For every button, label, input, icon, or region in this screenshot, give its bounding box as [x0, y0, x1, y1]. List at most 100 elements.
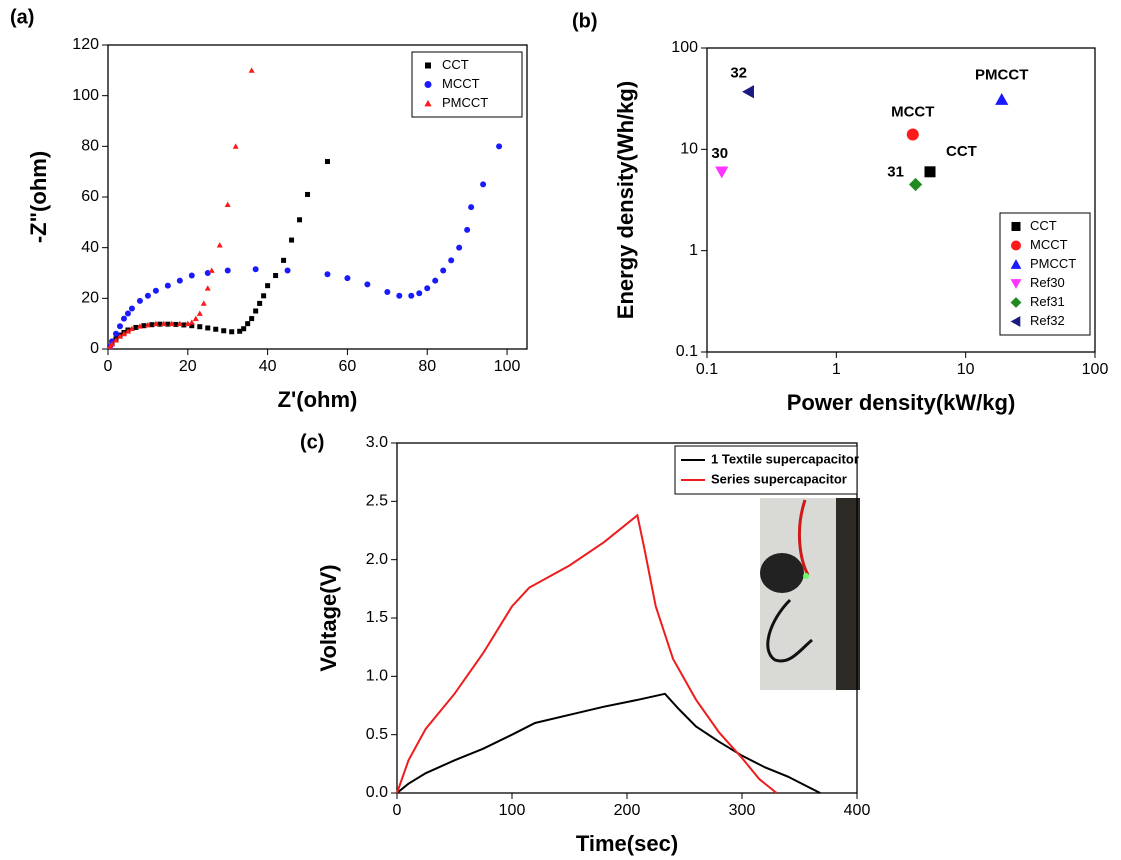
- marker: [168, 320, 175, 327]
- x-tick-label: 0: [104, 358, 113, 375]
- legend-swatch: [424, 99, 432, 107]
- photo-wire-red: [798, 499, 810, 576]
- point-annotation: CCT: [946, 143, 977, 160]
- marker: [213, 326, 219, 332]
- marker: [208, 267, 215, 273]
- legend-box: [999, 212, 1091, 336]
- legend-label: Ref30: [1030, 275, 1065, 290]
- marker: [176, 320, 183, 327]
- marker: [257, 300, 263, 306]
- legend-label: CCT: [442, 57, 469, 72]
- marker: [196, 310, 203, 316]
- marker: [229, 329, 235, 335]
- y-axis-title: -Z"(ohm): [26, 151, 51, 243]
- x-tick-label: 0: [393, 802, 402, 819]
- marker: [241, 326, 247, 332]
- marker: [416, 290, 423, 297]
- legend-swatch: [1010, 316, 1021, 327]
- legend-label: CCT: [1030, 218, 1057, 233]
- y-tick-label: 0.0: [366, 784, 388, 801]
- x-tick-label: 100: [1082, 361, 1109, 378]
- x-tick-label: 40: [259, 358, 277, 375]
- marker: [124, 328, 131, 334]
- y-tick-label: 2.5: [366, 493, 388, 510]
- line: [396, 513, 778, 794]
- plot-frame: [706, 47, 1096, 353]
- x-tick-label: 10: [957, 361, 975, 378]
- marker: [424, 285, 431, 292]
- marker: [245, 321, 251, 327]
- marker: [157, 321, 163, 327]
- x-tick-label: 20: [179, 358, 197, 375]
- marker: [128, 325, 135, 332]
- marker: [249, 316, 255, 322]
- y-tick-label: 20: [81, 290, 99, 307]
- marker: [261, 293, 267, 299]
- marker: [152, 320, 159, 327]
- x-tick-label: 80: [418, 358, 436, 375]
- marker: [173, 321, 179, 327]
- y-axis-title: Voltage(V): [316, 564, 341, 671]
- legend-label: Ref31: [1030, 294, 1065, 309]
- panel-label: (a): [10, 6, 34, 28]
- point-annotation: MCCT: [891, 103, 934, 120]
- marker: [205, 325, 211, 331]
- marker: [224, 201, 231, 207]
- legend-swatch: [1011, 240, 1021, 251]
- legend-label: Series supercapacitor: [711, 471, 847, 486]
- y-tick-label: 100: [72, 87, 99, 104]
- y-tick-label: 3.0: [366, 434, 388, 451]
- marker: [908, 177, 923, 192]
- y-tick-label: 1.5: [366, 609, 388, 626]
- marker: [112, 330, 119, 337]
- legend-label: MCCT: [442, 76, 480, 91]
- marker: [128, 305, 135, 312]
- y-tick-label: 1.0: [366, 668, 388, 685]
- marker: [133, 324, 139, 330]
- marker: [116, 323, 123, 330]
- marker: [324, 271, 331, 278]
- y-tick-label: 10: [680, 141, 698, 158]
- marker: [165, 321, 171, 327]
- marker: [273, 273, 279, 279]
- marker: [384, 289, 391, 295]
- marker: [468, 204, 475, 211]
- marker: [248, 67, 255, 73]
- x-tick-label: 100: [494, 358, 521, 375]
- marker: [200, 300, 207, 306]
- marker: [152, 287, 159, 294]
- marker: [995, 92, 1009, 105]
- marker: [188, 272, 195, 279]
- x-tick-label: 200: [614, 802, 641, 819]
- marker: [204, 270, 211, 276]
- marker: [221, 328, 227, 334]
- marker: [136, 297, 143, 304]
- point-annotation: 32: [730, 65, 747, 82]
- marker: [289, 237, 295, 243]
- marker: [237, 328, 243, 334]
- marker: [464, 226, 471, 233]
- x-axis-title: Power density(kW/kg): [787, 390, 1016, 415]
- y-tick-label: 80: [81, 138, 99, 155]
- photo-textile: [836, 498, 860, 690]
- legend-label: 1 Textile supercapacitor: [711, 451, 859, 466]
- marker: [160, 320, 167, 327]
- x-axis-title: Time(sec): [576, 831, 678, 856]
- photo-led: [803, 573, 809, 579]
- marker: [116, 333, 123, 339]
- legend-swatch: [424, 81, 432, 88]
- marker: [144, 321, 151, 328]
- marker: [188, 319, 195, 325]
- marker: [480, 181, 487, 188]
- y-tick-label: 60: [81, 188, 99, 205]
- legend-label: PMCCT: [1030, 256, 1076, 271]
- x-tick-label: 300: [729, 802, 756, 819]
- marker: [364, 281, 371, 288]
- point-annotation: 31: [887, 163, 904, 180]
- y-tick-label: 0: [90, 340, 99, 357]
- marker: [408, 292, 415, 299]
- panel-label: (b): [572, 10, 598, 32]
- photo-wire-black: [766, 598, 813, 663]
- marker: [164, 282, 171, 289]
- marker: [149, 322, 155, 328]
